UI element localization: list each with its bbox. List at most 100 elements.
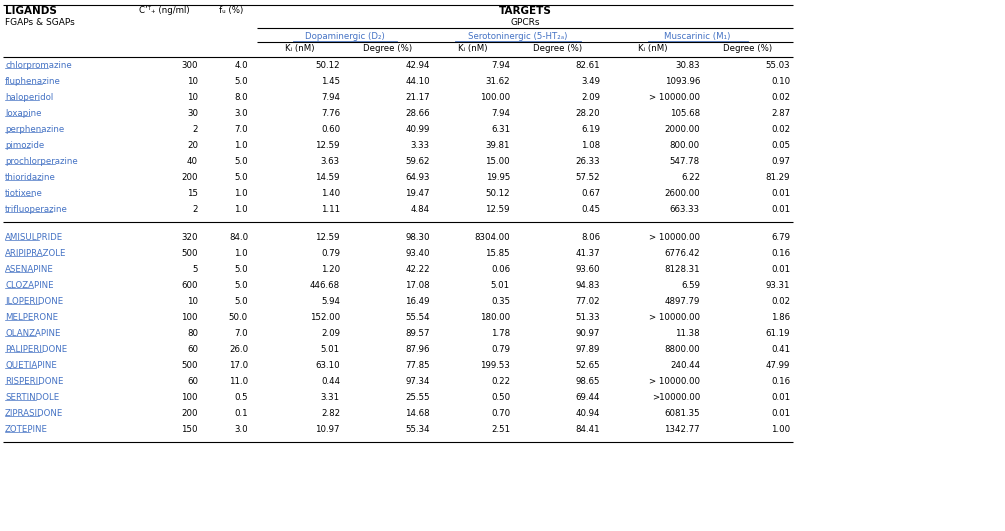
Text: 50.0: 50.0: [229, 313, 248, 322]
Text: ILOPERIDONE: ILOPERIDONE: [5, 297, 63, 306]
Text: 7.94: 7.94: [491, 61, 510, 70]
Text: 100: 100: [182, 313, 198, 322]
Text: 6.31: 6.31: [490, 125, 510, 134]
Text: 100.00: 100.00: [479, 93, 510, 102]
Text: 1.0: 1.0: [234, 249, 248, 258]
Text: 42.94: 42.94: [405, 61, 430, 70]
Text: 8.06: 8.06: [581, 233, 600, 242]
Text: 12.59: 12.59: [485, 205, 510, 214]
Text: 30.83: 30.83: [675, 61, 700, 70]
Text: 17.0: 17.0: [229, 361, 248, 370]
Text: loxapine: loxapine: [5, 109, 41, 118]
Text: SERTINDOLE: SERTINDOLE: [5, 393, 59, 402]
Text: 1.0: 1.0: [234, 205, 248, 214]
Text: 60: 60: [187, 377, 198, 386]
Text: > 10000.00: > 10000.00: [649, 377, 700, 386]
Text: 2.87: 2.87: [771, 109, 790, 118]
Text: 180.00: 180.00: [479, 313, 510, 322]
Text: 15: 15: [187, 189, 198, 198]
Text: fᵤ (%): fᵤ (%): [219, 6, 243, 15]
Text: 11.38: 11.38: [675, 329, 700, 338]
Text: 2: 2: [193, 205, 198, 214]
Text: MELPERONE: MELPERONE: [5, 313, 58, 322]
Text: 7.0: 7.0: [234, 329, 248, 338]
Text: ARIPIPRAZOLE: ARIPIPRAZOLE: [5, 249, 66, 258]
Text: C’ᵀ₊ (ng/ml): C’ᵀ₊ (ng/ml): [139, 6, 189, 15]
Text: 0.44: 0.44: [321, 377, 340, 386]
Text: FGAPs & SGAPs: FGAPs & SGAPs: [5, 18, 74, 27]
Text: 0.02: 0.02: [771, 297, 790, 306]
Text: 84.41: 84.41: [576, 425, 600, 434]
Text: 200: 200: [182, 173, 198, 182]
Text: 10: 10: [187, 77, 198, 86]
Text: Serotoninergic (5-HT₂ₐ): Serotoninergic (5-HT₂ₐ): [467, 32, 567, 41]
Text: chlorpromazine: chlorpromazine: [5, 61, 71, 70]
Text: 4897.79: 4897.79: [664, 297, 700, 306]
Text: 0.45: 0.45: [581, 205, 600, 214]
Text: 100: 100: [182, 393, 198, 402]
Text: 50.12: 50.12: [485, 189, 510, 198]
Text: 98.30: 98.30: [405, 233, 430, 242]
Text: 0.35: 0.35: [490, 297, 510, 306]
Text: 240.44: 240.44: [670, 361, 700, 370]
Text: 7.0: 7.0: [234, 125, 248, 134]
Text: 55.54: 55.54: [405, 313, 430, 322]
Text: 6081.35: 6081.35: [664, 409, 700, 418]
Text: ASENAPINE: ASENAPINE: [5, 265, 54, 274]
Text: 87.96: 87.96: [405, 345, 430, 354]
Text: Degree (%): Degree (%): [533, 44, 582, 53]
Text: ZIPRASIDONE: ZIPRASIDONE: [5, 409, 63, 418]
Text: 47.99: 47.99: [766, 361, 790, 370]
Text: 2: 2: [193, 125, 198, 134]
Text: >10000.00: >10000.00: [652, 393, 700, 402]
Text: 5.01: 5.01: [490, 281, 510, 290]
Text: 0.50: 0.50: [490, 393, 510, 402]
Text: 1.40: 1.40: [321, 189, 340, 198]
Text: 98.65: 98.65: [576, 377, 600, 386]
Text: 800.00: 800.00: [670, 141, 700, 150]
Text: 50.12: 50.12: [316, 61, 340, 70]
Text: 55.03: 55.03: [766, 61, 790, 70]
Text: thioridazine: thioridazine: [5, 173, 56, 182]
Text: 40: 40: [187, 157, 198, 166]
Text: 15.85: 15.85: [485, 249, 510, 258]
Text: 14.59: 14.59: [316, 173, 340, 182]
Text: 446.68: 446.68: [310, 281, 340, 290]
Text: 0.01: 0.01: [771, 265, 790, 274]
Text: PALIPERIDONE: PALIPERIDONE: [5, 345, 67, 354]
Text: 8128.31: 8128.31: [664, 265, 700, 274]
Text: fluphenazine: fluphenazine: [5, 77, 61, 86]
Text: 5.0: 5.0: [234, 173, 248, 182]
Text: 3.63: 3.63: [321, 157, 340, 166]
Text: 15.00: 15.00: [485, 157, 510, 166]
Text: Kᵢ (nM): Kᵢ (nM): [285, 44, 315, 53]
Text: 0.02: 0.02: [771, 93, 790, 102]
Text: 663.33: 663.33: [670, 205, 700, 214]
Text: 5: 5: [193, 265, 198, 274]
Text: 7.94: 7.94: [321, 93, 340, 102]
Text: 77.02: 77.02: [576, 297, 600, 306]
Text: pimozide: pimozide: [5, 141, 44, 150]
Text: 40.99: 40.99: [406, 125, 430, 134]
Text: 2000.00: 2000.00: [664, 125, 700, 134]
Text: 5.0: 5.0: [234, 281, 248, 290]
Text: 2600.00: 2600.00: [664, 189, 700, 198]
Text: 1.00: 1.00: [771, 425, 790, 434]
Text: 1093.96: 1093.96: [664, 77, 700, 86]
Text: AMISULPRIDE: AMISULPRIDE: [5, 233, 63, 242]
Text: 0.10: 0.10: [771, 77, 790, 86]
Text: 1.11: 1.11: [321, 205, 340, 214]
Text: 300: 300: [182, 61, 198, 70]
Text: 1.08: 1.08: [581, 141, 600, 150]
Text: 1.86: 1.86: [771, 313, 790, 322]
Text: 93.31: 93.31: [766, 281, 790, 290]
Text: 26.0: 26.0: [229, 345, 248, 354]
Text: 30: 30: [187, 109, 198, 118]
Text: 84.0: 84.0: [229, 233, 248, 242]
Text: 3.33: 3.33: [411, 141, 430, 150]
Text: 0.97: 0.97: [771, 157, 790, 166]
Text: 90.97: 90.97: [576, 329, 600, 338]
Text: > 10000.00: > 10000.00: [649, 233, 700, 242]
Text: 40.94: 40.94: [576, 409, 600, 418]
Text: 1.0: 1.0: [234, 189, 248, 198]
